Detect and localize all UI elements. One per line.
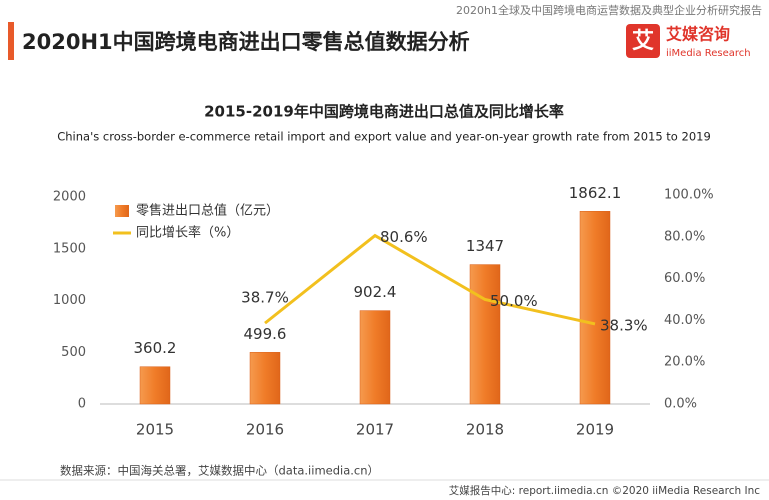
data-label: 38.3%: [600, 316, 648, 334]
line: [264, 233, 596, 326]
y-tick-label: 1000: [53, 293, 86, 308]
y2-tick-label: 0.0%: [664, 397, 697, 412]
y-tick-label: 0: [78, 397, 86, 412]
bar: [579, 211, 611, 405]
data-label: 50.0%: [490, 292, 538, 310]
logo-box: [626, 24, 660, 58]
data-label: 360.2: [134, 339, 177, 357]
y-tick-label: 1500: [53, 241, 86, 256]
bar: [139, 366, 171, 405]
y-tick-label: 2000: [53, 190, 86, 205]
y-tick-label: 500: [61, 345, 86, 360]
legend-label: 同比增长率（%）: [136, 225, 239, 241]
title-accent: [8, 22, 14, 60]
report-title: 2020h1全球及中国跨境电商运营数据及典型企业分析研究报告: [456, 3, 762, 17]
x-tick-label: 2016: [246, 421, 284, 439]
y2-tick-label: 80.0%: [664, 229, 705, 244]
logo-mark: 艾: [632, 29, 654, 54]
chart-title: 2015-2019年中国跨境电商进出口总值及同比增长率: [204, 103, 564, 121]
bar: [249, 352, 281, 405]
page-title: 2020H1中国跨境电商进出口零售总值数据分析: [22, 30, 470, 54]
legend-label: 零售进出口总值（亿元）: [136, 203, 279, 219]
data-label: 1862.1: [569, 184, 622, 202]
data-label: 1347: [466, 237, 504, 255]
data-label: 902.4: [354, 283, 397, 301]
x-tick-label: 2018: [466, 421, 504, 439]
bar: [359, 310, 391, 405]
x-tick-label: 2019: [576, 421, 614, 439]
data-label: 80.6%: [380, 228, 428, 246]
footer-site: 艾媒报告中心: report.iimedia.cn ©2020 iiMedia …: [449, 484, 760, 497]
y2-tick-label: 40.0%: [664, 313, 705, 328]
data-label: 38.7%: [241, 289, 289, 307]
chart-subtitle: China's cross-border e-commerce retail i…: [57, 130, 711, 144]
logo-sub: iiMedia Research: [666, 48, 751, 59]
data-label: 499.6: [244, 325, 287, 343]
source: 数据来源：中国海关总署，艾媒数据中心（data.iimedia.cn）: [60, 464, 379, 478]
logo-name: 艾媒咨询: [666, 25, 730, 44]
y2-tick-label: 60.0%: [664, 271, 705, 286]
bar: [469, 264, 501, 405]
y2-tick-label: 20.0%: [664, 355, 705, 370]
legend-swatch: [115, 205, 129, 217]
x-tick-label: 2015: [136, 421, 174, 439]
x-tick-label: 2017: [356, 421, 394, 439]
y2-tick-label: 100.0%: [664, 188, 714, 203]
